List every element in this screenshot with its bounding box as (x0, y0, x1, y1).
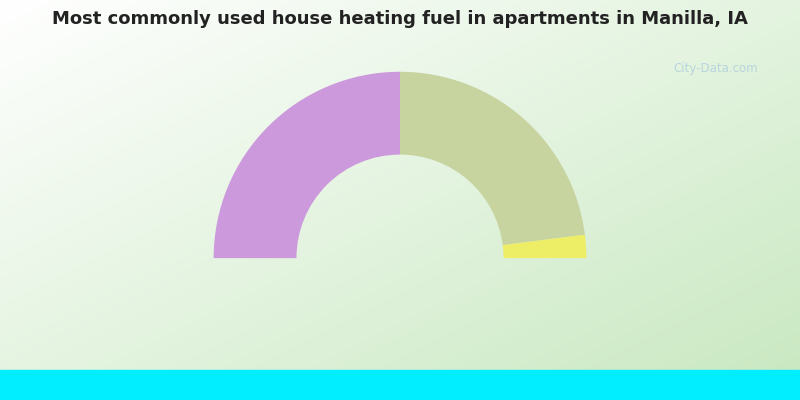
Wedge shape (214, 72, 400, 258)
Wedge shape (400, 72, 585, 245)
Text: City-Data.com: City-Data.com (674, 62, 758, 75)
Text: Most commonly used house heating fuel in apartments in Manilla, IA: Most commonly used house heating fuel in… (52, 10, 748, 28)
Wedge shape (502, 235, 586, 258)
Bar (0, 370, 800, 400)
